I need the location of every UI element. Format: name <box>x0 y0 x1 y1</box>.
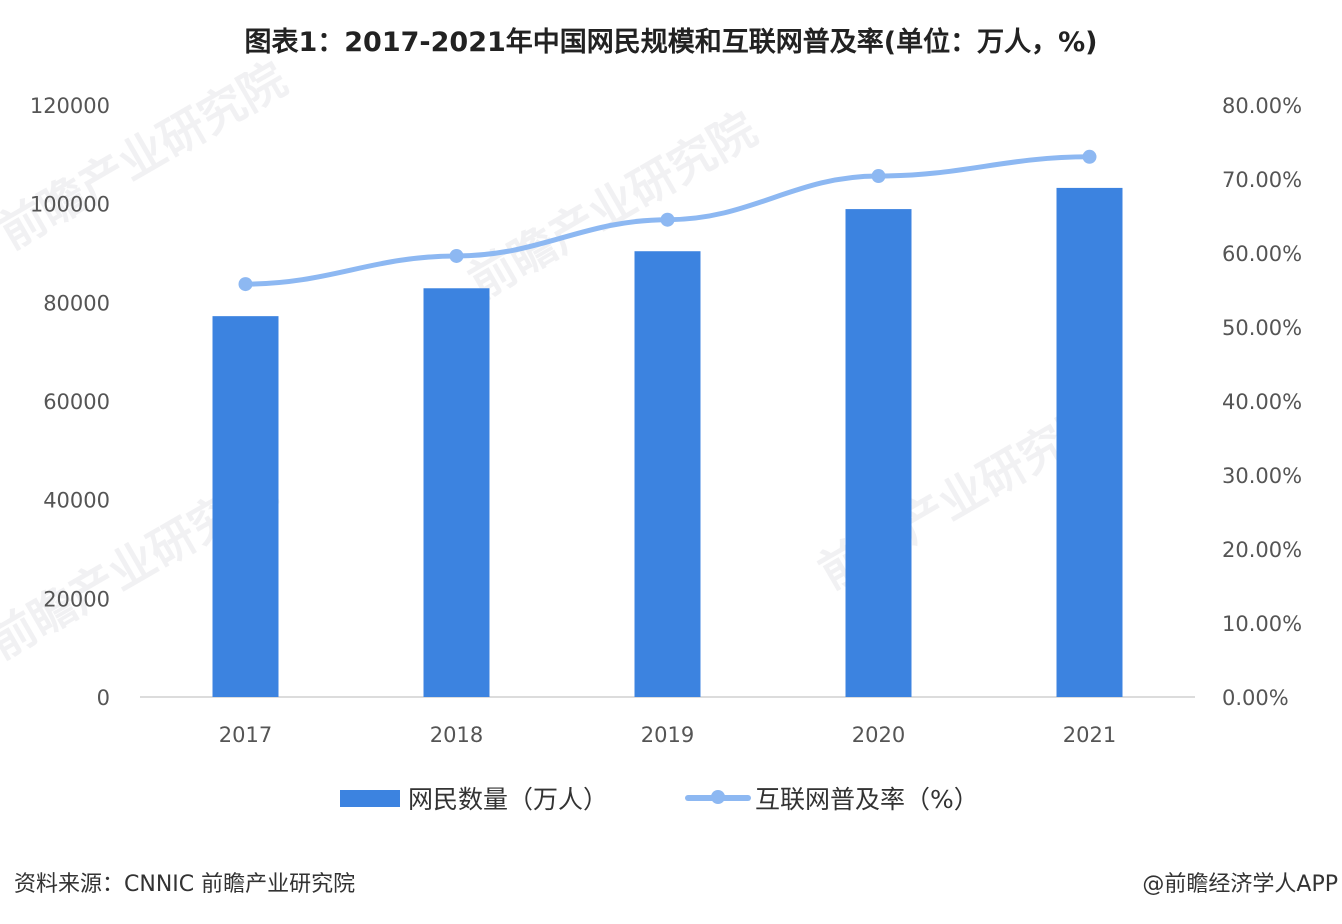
source-note: 资料来源：CNNIC 前瞻产业研究院 <box>14 872 356 897</box>
x-tick-label: 2018 <box>430 723 483 747</box>
y-right-tick-label: 70.00% <box>1222 168 1302 192</box>
y-left-tick-label: 120000 <box>30 94 110 118</box>
bar-2020 <box>845 209 912 697</box>
y-right-tick-label: 0.00% <box>1222 686 1289 710</box>
legend-line-swatch <box>685 790 751 804</box>
y-left-tick-label: 60000 <box>43 390 110 414</box>
legend-item-line: 互联网普及率（%） <box>685 780 979 816</box>
bar-2021 <box>1056 187 1123 697</box>
y-left-tick-label: 20000 <box>43 587 110 611</box>
line-point-2018 <box>449 248 464 263</box>
bar-2017 <box>212 316 279 697</box>
credit-note: @前瞻经济学人APP <box>1142 872 1338 897</box>
x-tick-label: 2017 <box>219 723 272 747</box>
line-point-2017 <box>238 277 253 292</box>
x-tick-label: 2019 <box>641 723 694 747</box>
x-tick-label: 2020 <box>852 723 905 747</box>
y-right-tick-label: 30.00% <box>1222 464 1302 488</box>
y-left-tick-label: 100000 <box>30 193 110 217</box>
chart-title: 图表1：2017-2021年中国网民规模和互联网普及率(单位：万人，%) <box>244 27 1098 58</box>
x-tick-label: 2021 <box>1063 723 1116 747</box>
bar-2019 <box>634 251 701 697</box>
y-right-tick-label: 80.00% <box>1222 94 1302 118</box>
bar-2018 <box>423 288 490 697</box>
y-right-tick-label: 50.00% <box>1222 316 1302 340</box>
legend-bar-label: 网民数量（万人） <box>408 785 609 814</box>
y-right-tick-label: 10.00% <box>1222 612 1302 636</box>
line-point-2019 <box>660 212 675 227</box>
y-left-tick-label: 0 <box>97 686 110 710</box>
y-left-tick-label: 40000 <box>43 489 110 513</box>
y-right-tick-label: 60.00% <box>1222 242 1302 266</box>
y-right-tick-label: 20.00% <box>1222 538 1302 562</box>
legend-bar-swatch <box>340 789 400 807</box>
line-point-2020 <box>871 169 886 184</box>
line-point-2021 <box>1082 149 1097 164</box>
legend-line-label: 互联网普及率（%） <box>755 785 979 814</box>
legend-item-bar: 网民数量（万人） <box>340 780 608 816</box>
y-left-tick-label: 80000 <box>43 291 110 315</box>
y-right-tick-label: 40.00% <box>1222 390 1302 414</box>
